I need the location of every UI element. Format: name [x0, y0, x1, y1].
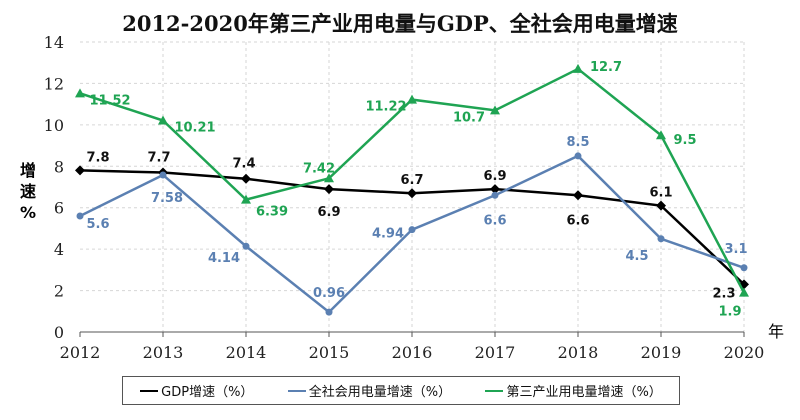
data-label: 6.6: [483, 213, 506, 228]
legend-swatch: [485, 389, 504, 392]
y-tick-label: 0: [54, 323, 64, 342]
legend-swatch: [287, 389, 306, 392]
data-point: [76, 212, 84, 220]
x-tick-label: 2012: [60, 343, 101, 362]
legend-label: 全社会用电量增速（%）: [308, 385, 452, 400]
x-tick-label: 2018: [558, 343, 599, 362]
data-label: 11.22: [365, 100, 406, 115]
data-point: [656, 130, 666, 140]
x-tick-label: 2019: [641, 343, 682, 362]
data-label: 6.9: [317, 205, 340, 220]
data-point: [657, 235, 665, 243]
data-label: 11.52: [89, 93, 130, 108]
data-point: [324, 184, 334, 195]
data-label: 2.3: [712, 286, 735, 301]
y-tick-label: 4: [54, 240, 64, 259]
data-point: [574, 152, 582, 160]
data-point: [242, 242, 250, 250]
data-point: [241, 173, 251, 184]
data-point: [159, 171, 167, 179]
data-label: 4.5: [625, 249, 648, 264]
y-tick-label: 14: [44, 33, 64, 52]
data-point: [573, 190, 583, 201]
data-point: [656, 200, 666, 211]
data-label: 6.39: [256, 205, 288, 220]
data-point: [324, 173, 334, 183]
y-tick-label: 8: [54, 157, 64, 176]
data-point: [740, 264, 748, 272]
x-tick-label: 2013: [143, 343, 184, 362]
data-label: 9.5: [673, 133, 696, 148]
data-label: 4.14: [208, 251, 240, 266]
data-label: 7.58: [151, 191, 183, 206]
x-tick-label: 2014: [226, 343, 267, 362]
y-tick-label: 10: [44, 116, 64, 135]
data-label: 4.94: [372, 227, 404, 242]
data-point: [490, 184, 500, 195]
legend-label: 第三产业用电量增速（%）: [506, 385, 662, 400]
x-axis-label: 年: [768, 322, 785, 341]
data-point: [407, 188, 417, 199]
data-point: [75, 88, 85, 98]
data-point: [408, 226, 416, 234]
data-label: 7.8: [86, 150, 109, 165]
x-tick-label: 2016: [392, 343, 433, 362]
legend-swatch: [140, 389, 159, 392]
y-axis-label: 增速%: [19, 161, 37, 222]
y-tick-label: 2: [54, 282, 64, 301]
data-point: [739, 287, 749, 297]
data-point: [490, 105, 500, 115]
data-point: [325, 308, 333, 316]
data-label: 6.6: [566, 213, 589, 228]
legend-item-gdp: GDP增速（%）: [140, 381, 253, 400]
data-label: 0.96: [313, 286, 345, 301]
data-label: 3.1: [724, 242, 747, 257]
y-tick-label: 6: [54, 199, 64, 218]
legend: GDP增速（%） 全社会用电量增速（%） 第三产业用电量增速（%）: [122, 376, 680, 405]
data-point: [75, 165, 85, 176]
legend-item-total: 全社会用电量增速（%）: [287, 381, 452, 400]
data-label: 6.1: [649, 186, 672, 201]
y-tick-label: 12: [44, 74, 64, 93]
data-label: 8.5: [566, 135, 589, 150]
x-tick-label: 2015: [309, 343, 350, 362]
data-label: 10.7: [453, 110, 485, 125]
data-label: 7.42: [303, 161, 335, 176]
x-tick-label: 2017: [475, 343, 516, 362]
x-tick-label: 2020: [724, 343, 765, 362]
data-point: [573, 63, 583, 73]
data-label: 12.7: [590, 60, 622, 75]
data-point: [158, 115, 168, 125]
data-label: 10.21: [174, 121, 215, 136]
data-label: 1.9: [718, 305, 741, 320]
legend-item-tertiary: 第三产业用电量增速（%）: [485, 381, 662, 400]
data-label: 6.7: [400, 173, 423, 188]
data-point: [241, 194, 251, 204]
chart-title: 2012-2020年第三产业用电量与GDP、全社会用电量增速: [122, 11, 678, 36]
data-label: 7.7: [147, 151, 170, 166]
data-label: 7.4: [232, 157, 255, 172]
data-label: 6.9: [483, 169, 506, 184]
data-label: 5.6: [86, 217, 109, 232]
data-point: [491, 191, 499, 199]
data-point: [407, 94, 417, 104]
legend-label: GDP增速（%）: [161, 385, 254, 400]
